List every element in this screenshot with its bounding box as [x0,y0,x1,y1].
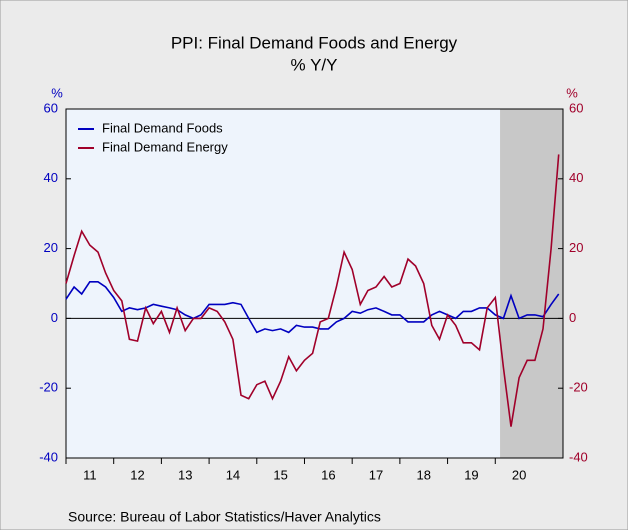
y-tick-label: -20 [39,380,58,395]
y2-tick-label: 60 [569,100,583,115]
x-tick-label: 11 [83,467,97,482]
x-tick-label: 16 [321,467,335,482]
y-axis-label: % [51,85,63,100]
series-line [65,154,560,427]
x-tick-label: 12 [130,467,144,482]
chart-subtitle: % Y/Y [291,55,338,74]
shaded-region [500,109,563,458]
x-tick-label: 13 [178,467,192,482]
series-line [65,281,560,334]
plot-area [66,109,563,458]
y-tick-label: 40 [44,170,58,185]
source-note: Source: Bureau of Labor Statistics/Haver… [68,509,381,525]
y2-tick-label: 40 [569,170,583,185]
x-tick-label: 17 [369,467,383,482]
y-tick-label: 20 [44,240,58,255]
y2-tick-label: -40 [569,449,588,464]
y-tick-label: 0 [51,310,58,325]
x-tick-label: 20 [512,467,526,482]
y-tick-label: 60 [44,100,58,115]
y-tick-label: -40 [39,449,58,464]
x-tick-label: 18 [416,467,430,482]
chart-title: PPI: Final Demand Foods and Energy [171,33,458,52]
y2-axis-label: % [566,85,578,100]
y2-tick-label: -20 [569,380,588,395]
x-tick-label: 14 [226,467,240,482]
legend-label: Final Demand Foods [102,120,223,135]
y2-tick-label: 0 [569,310,576,325]
x-tick-label: 19 [464,467,478,482]
legend-label: Final Demand Energy [102,139,228,154]
x-tick-label: 15 [273,467,287,482]
y2-tick-label: 20 [569,240,583,255]
